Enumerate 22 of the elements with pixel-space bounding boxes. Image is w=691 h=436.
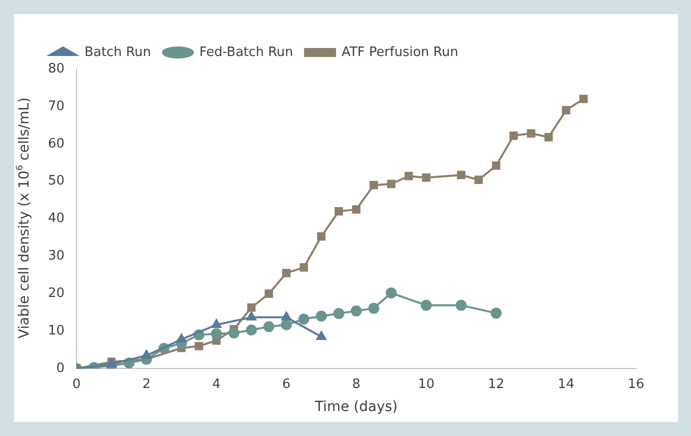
y-tick-label: 50 [48, 174, 65, 189]
y-tick-label: 10 [48, 324, 65, 339]
y-tick-label: 80 [48, 61, 65, 76]
y-tick-label: 70 [48, 98, 65, 114]
y-tick-label: 40 [48, 211, 65, 226]
legend-label: Batch Run [84, 44, 151, 60]
x-tick-label: 16 [628, 376, 644, 392]
y-tick-label: 20 [48, 286, 65, 302]
x-tick-label: 2 [142, 376, 151, 392]
x-tick-label: 6 [282, 376, 290, 392]
y-tick-label: 60 [48, 136, 65, 152]
x-tick-label: 0 [72, 376, 81, 392]
x-tick-label: 14 [558, 376, 574, 392]
legend-label: Fed-Batch Run [199, 44, 294, 60]
y-tick-label: 30 [48, 248, 65, 264]
legend-label: ATF Perfusion Run [342, 44, 458, 60]
x-axis-title: Time (days) [314, 399, 398, 416]
y-tick-label: 0 [56, 360, 65, 376]
x-tick-label: 8 [352, 376, 360, 392]
x-tick-label: 10 [418, 376, 434, 392]
x-tick-label: 12 [488, 376, 504, 392]
x-tick-label: 4 [212, 376, 221, 392]
